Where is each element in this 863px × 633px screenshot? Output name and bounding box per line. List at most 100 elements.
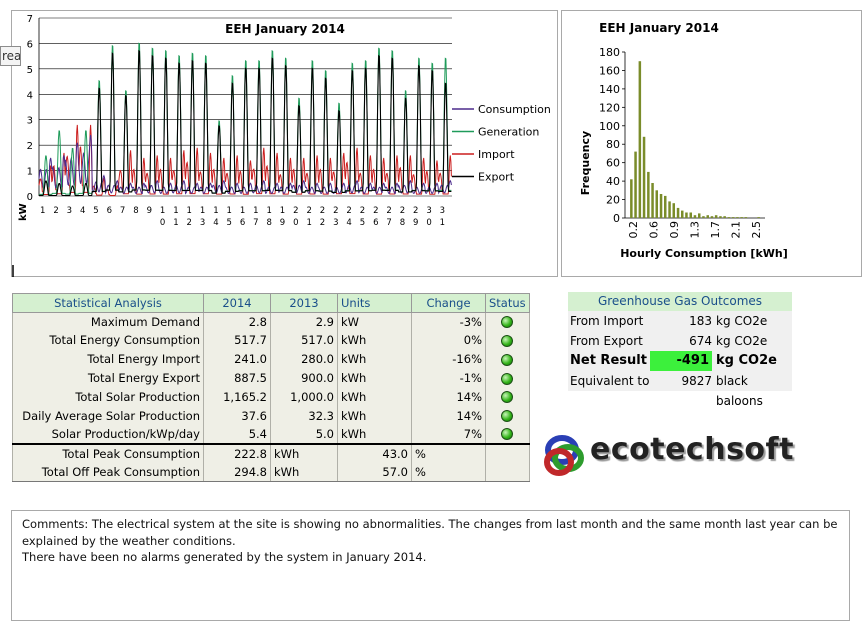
change: 7% [411, 425, 486, 444]
ghg-row-net-result: Net Result -491 kg CO2e [568, 351, 792, 371]
histogram-bar [676, 207, 680, 218]
ecotechsoft-logo: ecotechsoft [540, 428, 810, 482]
change: -16% [411, 349, 486, 369]
histogram-bar [706, 215, 709, 218]
table-row-offpeak: Total Off Peak Consumption 294.8 kWh 57.… [12, 462, 530, 482]
change: 14% [411, 387, 486, 407]
table-row: Maximum Demand 2.8 2.9 kW -3% [12, 312, 530, 332]
x-tick-label: 9 [147, 206, 152, 216]
histogram-bar [736, 217, 739, 218]
status-cell [485, 312, 530, 332]
y-tick-label: 180 [599, 46, 620, 59]
x-tick-label: 6 [107, 206, 112, 216]
ghg-row-equivalent: Equivalent to 9827 black baloons [568, 371, 792, 408]
value-2014: 5.4 [203, 425, 271, 444]
row-label: Total Solar Production [12, 387, 204, 407]
row-label: Total Off Peak Consumption [12, 462, 204, 482]
value-2013: 517.0 [270, 331, 338, 350]
unit: kW [337, 312, 412, 332]
x-tick-label: 3 [67, 206, 72, 216]
status-cell [485, 425, 530, 444]
status-ok-icon [501, 353, 514, 366]
histogram-bar [719, 216, 722, 218]
unit: kWh [337, 425, 412, 444]
header-change: Change [411, 293, 486, 313]
unit: kWh [337, 387, 412, 407]
unit: kWh [337, 406, 412, 426]
x-tick-label: 8 [133, 206, 138, 216]
table-row: Total Energy Export 887.5 900.0 kWh -1% [12, 368, 530, 388]
y-tick-label: 80 [606, 138, 620, 151]
change: -3% [411, 312, 486, 332]
histogram-title: EEH January 2014 [599, 21, 719, 35]
y-tick-label: 160 [599, 64, 620, 77]
y-tick-label: 5 [27, 65, 33, 76]
histogram-bar [672, 203, 675, 218]
value-2014: 2.8 [203, 312, 271, 332]
offpeak-unit: kWh [270, 462, 338, 482]
statistical-analysis-table: Statistical Analysis 2014 2013 Units Cha… [12, 293, 530, 482]
y-tick-label: 3 [27, 116, 33, 127]
histogram-y-label: Frequency [579, 131, 592, 195]
histogram-bar [693, 215, 697, 218]
y-tick-label: 0 [27, 192, 33, 203]
table-row: Daily Average Solar Production 37.6 32.3… [12, 406, 530, 426]
row-label: Total Energy Export [12, 368, 204, 388]
histogram-bar [714, 215, 718, 218]
row-label: Total Peak Consumption [12, 442, 204, 463]
offpeak-percent: 57.0 [337, 462, 412, 482]
histogram-x-label: Hourly Consumption [kWh] [620, 247, 788, 260]
ghg-unit: kg CO2e [716, 314, 768, 328]
histogram-bar [655, 190, 658, 218]
y-tick-label: 40 [606, 175, 620, 188]
header-2013: 2013 [270, 293, 338, 313]
line-chart-y-label: kW [18, 203, 29, 221]
y-tick-label: 20 [606, 194, 620, 207]
header-status: Status [485, 293, 530, 313]
ghg-label: Equivalent to [570, 374, 650, 388]
ghg-value: 674 [689, 334, 712, 348]
ghg-net-value: -491 [650, 351, 712, 371]
row-label: Total Energy Import [12, 349, 204, 369]
y-tick-label: 1 [27, 167, 33, 178]
histogram-bar [744, 217, 748, 218]
histogram-bar [710, 216, 714, 218]
value-2014: 887.5 [203, 368, 271, 388]
value-2013: 1,000.0 [270, 387, 338, 407]
value-2013: 280.0 [270, 349, 338, 369]
line-chart-title: EEH January 2014 [225, 22, 345, 36]
value-2014: 37.6 [203, 406, 271, 426]
header-2014: 2014 [203, 293, 271, 313]
x-tick-label: 7 [120, 206, 125, 216]
header-units: Units [337, 293, 412, 313]
x-tick-label: 2.1 [730, 221, 743, 239]
header-statistical-analysis: Statistical Analysis [12, 293, 204, 313]
status-ok-icon [501, 372, 514, 385]
row-label: Maximum Demand [12, 312, 204, 332]
status-cell [485, 406, 530, 426]
histogram-bar [659, 194, 663, 218]
histogram-panel: EEH January 2014 Frequency Hourly Consum… [561, 10, 862, 277]
logo-knot-icon [544, 435, 584, 476]
change: 0% [411, 331, 486, 350]
histogram-bar [664, 195, 667, 218]
value-2013: 2.9 [270, 312, 338, 332]
consumption-histogram: EEH January 2014 Frequency Hourly Consum… [579, 21, 788, 260]
x-tick-label: 0.6 [648, 221, 661, 239]
comments-box: Comments: The electrical system at the s… [11, 510, 850, 621]
row-label: Solar Production/kWp/day [12, 425, 204, 444]
